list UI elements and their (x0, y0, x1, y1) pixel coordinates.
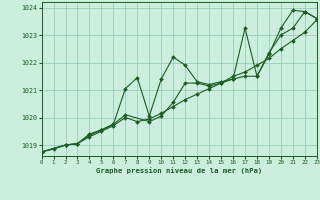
X-axis label: Graphe pression niveau de la mer (hPa): Graphe pression niveau de la mer (hPa) (96, 167, 262, 174)
